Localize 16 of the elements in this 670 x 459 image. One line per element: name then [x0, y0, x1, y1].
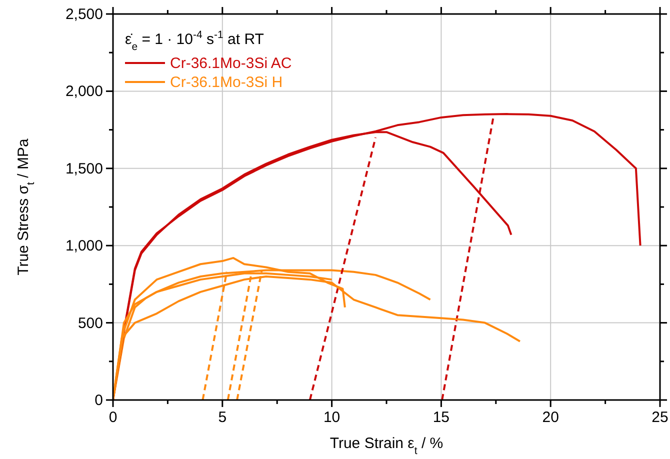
legend-label: Cr-36.1Mo-3Si AC [170, 55, 292, 72]
y-tick-label: 0 [94, 392, 103, 409]
y-tick-label: 1,000 [65, 238, 103, 255]
x-tick-label: 15 [432, 409, 450, 426]
x-tick-label: 0 [108, 409, 118, 426]
legend-label: Cr-36.1Mo-3Si H [170, 74, 283, 91]
x-axis-title: True Strain ε$_{t}$ / % [330, 435, 444, 457]
y-tick-label: 1,500 [65, 160, 103, 178]
x-tick-label: 20 [542, 409, 559, 426]
x-tick-label: 5 [218, 409, 227, 426]
annotation: ε̇$_{e}$ = 1 · 10$^{-4}$ s$^{-1}$ at RT [125, 29, 264, 53]
y-tick-label: 2,500 [65, 6, 103, 23]
x-tick-label: 25 [652, 409, 668, 426]
x-tick-label: 10 [323, 409, 340, 426]
y-tick-label: 500 [78, 314, 103, 332]
y-tick-label: 2,000 [65, 83, 103, 100]
